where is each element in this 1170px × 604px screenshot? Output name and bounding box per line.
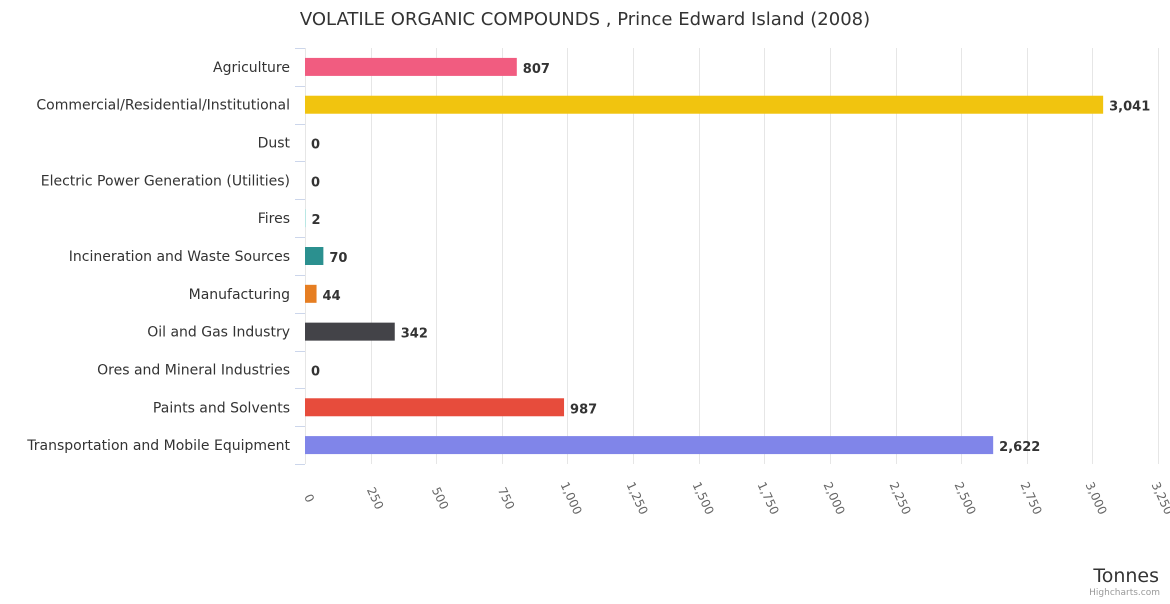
data-label: 0 xyxy=(311,138,320,153)
bar[interactable] xyxy=(305,322,395,341)
data-label: 44 xyxy=(323,289,341,304)
x-tick-label: 0 xyxy=(301,492,317,505)
x-tick-label: 1,000 xyxy=(558,480,585,517)
x-tick-label: 500 xyxy=(429,485,451,512)
x-tick-label: 2,750 xyxy=(1018,480,1045,517)
x-tick-label: 2,250 xyxy=(887,480,914,517)
category-label: Manufacturing xyxy=(189,287,290,303)
bar[interactable] xyxy=(305,436,994,455)
data-label: 342 xyxy=(401,327,428,342)
credits-link[interactable]: Highcharts.com xyxy=(1089,588,1160,598)
x-tick-label: 250 xyxy=(364,485,386,512)
category-label: Oil and Gas Industry xyxy=(147,325,290,341)
data-label: 2,622 xyxy=(999,440,1040,455)
grid-lines xyxy=(305,48,1159,464)
category-label: Incineration and Waste Sources xyxy=(69,249,290,265)
bar[interactable] xyxy=(305,95,1104,114)
data-label: 0 xyxy=(311,364,320,379)
category-labels: Agriculture Commercial/Residential/Instit… xyxy=(26,48,305,465)
category-label: Commercial/Residential/Institutional xyxy=(36,98,290,114)
x-tick-label: 2,500 xyxy=(952,480,979,517)
data-label: 2 xyxy=(312,213,321,228)
chart-title: VOLATILE ORGANIC COMPOUNDS , Prince Edwa… xyxy=(300,9,870,30)
bar[interactable] xyxy=(305,209,306,228)
value-axis-title: Tonnes xyxy=(1092,565,1159,587)
value-axis-ticks: 0 250 500 750 1,000 1,250 1,500 1,750 2,000 2,250… xyxy=(301,480,1170,517)
data-label: 987 xyxy=(570,402,597,417)
x-tick-label: 750 xyxy=(495,485,517,512)
bar[interactable] xyxy=(305,247,324,265)
category-label: Dust xyxy=(258,136,291,152)
x-tick-label: 1,500 xyxy=(690,480,717,517)
data-label: 3,041 xyxy=(1109,100,1150,115)
x-tick-label: 2,000 xyxy=(821,480,848,517)
bar[interactable] xyxy=(305,398,565,417)
bar[interactable] xyxy=(305,284,317,303)
x-tick-label: 3,250 xyxy=(1149,480,1170,517)
category-label: Agriculture xyxy=(213,60,290,76)
x-tick-label: 1,250 xyxy=(624,480,651,517)
bars: 807 3,041 0 0 2 70 44 342 0 987 2,622 xyxy=(305,57,1150,455)
data-label: 70 xyxy=(329,251,347,266)
category-label: Paints and Solvents xyxy=(153,400,290,416)
category-label: Ores and Mineral Industries xyxy=(97,362,290,378)
x-tick-label: 3,000 xyxy=(1083,480,1110,517)
category-label: Fires xyxy=(258,211,290,227)
data-label: 807 xyxy=(523,62,550,77)
bar[interactable] xyxy=(305,57,517,76)
data-label: 0 xyxy=(311,175,320,190)
category-label: Transportation and Mobile Equipment xyxy=(26,438,290,454)
x-tick-label: 1,750 xyxy=(755,480,782,517)
category-label: Electric Power Generation (Utilities) xyxy=(41,173,290,189)
